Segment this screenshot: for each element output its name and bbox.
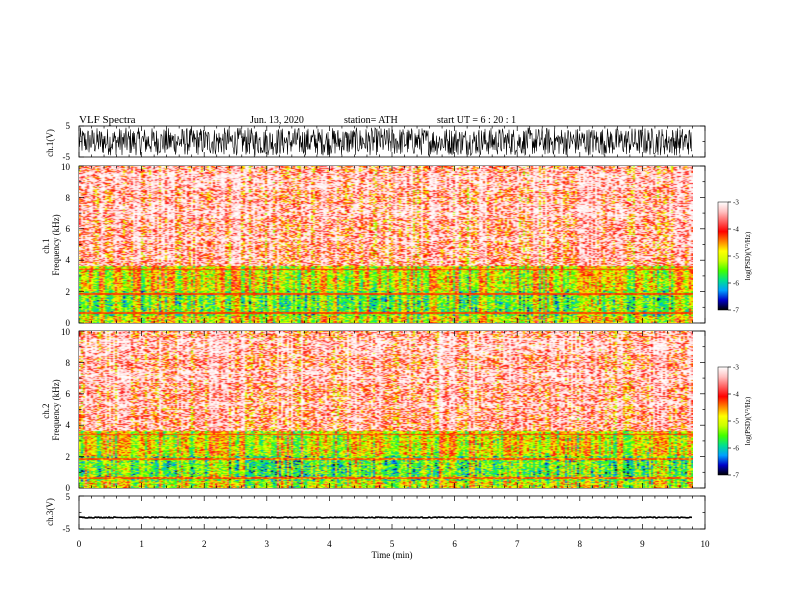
- figure-station: station= ATH: [344, 115, 398, 126]
- ch2-spectrogram-ylabel: ch.2 Frequency (kHz): [41, 379, 61, 440]
- ch1-spectrogram-ticks: [78, 165, 706, 324]
- ch3-waveform-ylabel: ch.3(V): [45, 498, 55, 526]
- spec2-ytick-0: 0: [66, 483, 71, 493]
- ch1-colorbar: -3 -4 -5 -6 -7 log(PSD)(V²/Hz): [717, 199, 752, 315]
- spec1-ytick-2: 2: [66, 287, 71, 297]
- time-axis-ticklabel: 8: [578, 539, 583, 549]
- spec2-ytick-8: 8: [66, 358, 71, 368]
- spec1-ytick-10: 10: [61, 162, 71, 172]
- ch1-ytick-bottom: -5: [63, 152, 71, 162]
- ch2-colorbar-ticks: -3 -4 -5 -6 -7: [728, 364, 739, 480]
- ch2-spectrogram-image: [79, 331, 693, 488]
- ch2-colorbar: -3 -4 -5 -6 -7 log(PSD)(V²/Hz): [717, 364, 752, 480]
- colorbar-ticklabel: -7: [733, 307, 739, 315]
- ch3-waveform-trace: [78, 515, 692, 519]
- spec1-ytick-0: 0: [66, 318, 71, 328]
- spec1-ytick-4: 4: [66, 255, 71, 265]
- ch3-ytick-top: 5: [66, 492, 71, 502]
- time-axis-label: Time (min): [372, 550, 413, 560]
- ch1-waveform-panel: 5 -5 ch.1(V): [45, 121, 706, 162]
- ch2-spectrogram-panel: 0 2 4 6 8 10 ch.2 Frequency (kHz): [41, 327, 706, 493]
- colorbar-ticklabel: -3: [733, 364, 739, 372]
- ch3-waveform-panel: 5 -5 ch.3(V) 0 1 2 3 4 5 6 7 8 9 10 Time (min): [45, 492, 710, 560]
- colorbar-ticklabel: -7: [733, 472, 739, 480]
- time-axis-ticklabel: 4: [327, 539, 332, 549]
- ch1-spectrogram-yticklabels: 0 2 4 6 8 10: [61, 162, 71, 328]
- figure-date: Jun. 13, 2020: [250, 115, 304, 126]
- ch1-colorbar-ticks: -3 -4 -5 -6 -7: [728, 199, 739, 315]
- spec2-ytick-2: 2: [66, 452, 71, 462]
- spec2-ytick-10: 10: [61, 327, 71, 337]
- figure-title: VLF Spectra: [79, 114, 136, 126]
- spec1-ytick-6: 6: [66, 224, 71, 234]
- colorbar-ticklabel: -4: [733, 391, 739, 399]
- ch1-spectrogram-panel: 0 2 4 6 8 10 ch.1 Frequency (kHz): [41, 162, 706, 328]
- ch1-ytick-top: 5: [66, 121, 71, 131]
- ch2-spectrogram-yticklabels: 0 2 4 6 8 10: [61, 327, 71, 493]
- time-axis-ticklabel: 5: [390, 539, 395, 549]
- figure-start-time: start UT = 6 : 20 : 1: [437, 115, 516, 126]
- colorbar-ticklabel: -4: [733, 226, 739, 234]
- ch2-colorbar-gradient: [717, 366, 729, 476]
- time-axis-ticklabel: 7: [515, 539, 520, 549]
- time-axis-ticklabel: 2: [202, 539, 207, 549]
- colorbar-ticklabel: -6: [733, 445, 739, 453]
- ch3-ytick-bottom: -5: [63, 524, 71, 534]
- ch3-waveform-frame: [78, 495, 706, 530]
- colorbar-ticklabel: -5: [733, 418, 739, 426]
- ch1-colorbar-label: log(PSD)(V²/Hz): [744, 231, 752, 280]
- time-axis-ticklabel: 0: [77, 539, 82, 549]
- ch1-waveform-ticks: [78, 125, 706, 158]
- spec2-ytick-6: 6: [66, 389, 71, 399]
- time-axis-ticklabel: 6: [452, 539, 457, 549]
- ch1-waveform-trace: [78, 127, 693, 157]
- spec2-ytick-4: 4: [66, 420, 71, 430]
- colorbar-ticklabel: -6: [733, 280, 739, 288]
- time-axis-ticklabel: 1: [139, 539, 144, 549]
- ch1-colorbar-gradient: [717, 201, 729, 311]
- colorbar-ticklabel: -5: [733, 253, 739, 261]
- spec1-ytick-8: 8: [66, 193, 71, 203]
- time-axis-ticklabel: 9: [640, 539, 645, 549]
- time-axis-ticklabel: 3: [265, 539, 270, 549]
- ch1-spectrogram-ylabel: ch.1 Frequency (kHz): [41, 214, 61, 275]
- ch1-spectrogram-image: [79, 166, 693, 323]
- ch2-colorbar-label: log(PSD)(V²/Hz): [744, 396, 752, 445]
- time-axis-ticklabel: 10: [701, 539, 711, 549]
- ch1-waveform-ylabel: ch.1(V): [45, 129, 55, 157]
- time-axis-ticklabels: 0 1 2 3 4 5 6 7 8 9 10: [77, 539, 710, 549]
- colorbar-ticklabel: -3: [733, 199, 739, 207]
- ch3-waveform-ticks: [78, 495, 706, 530]
- ch2-spectrogram-ticks: [78, 330, 706, 489]
